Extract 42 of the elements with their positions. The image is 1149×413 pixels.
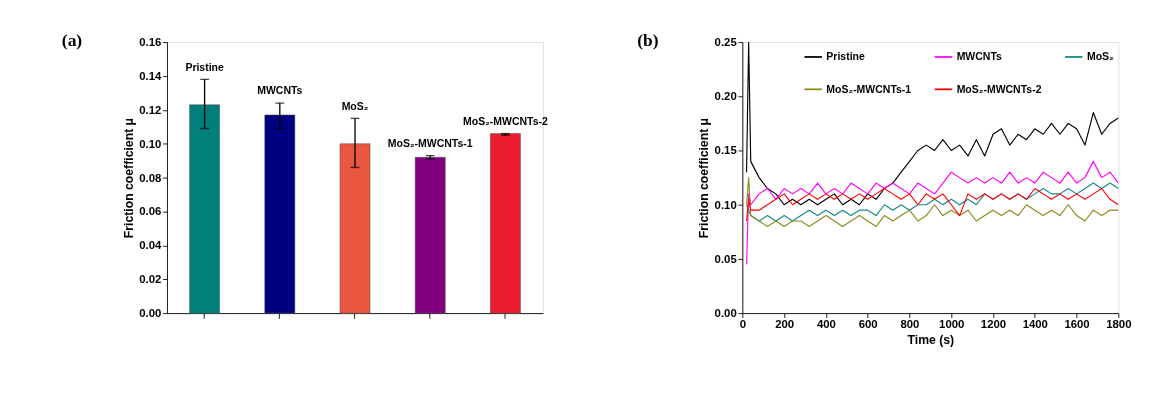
y-tick-label: 0.00: [139, 307, 162, 320]
bar: [490, 133, 521, 314]
y-tick-label: 0.08: [139, 171, 162, 184]
x-tick-label: 1400: [1022, 318, 1048, 331]
x-tick-label: 200: [775, 318, 795, 331]
y-tick-label: 0.06: [139, 205, 162, 218]
y-tick-label: 0.20: [714, 90, 737, 103]
y-tick-label: 0.02: [139, 273, 162, 286]
x-tick-label: 1000: [939, 318, 965, 331]
legend-label: MWCNTs: [956, 51, 1003, 63]
x-tick-label: 0: [739, 318, 746, 331]
y-tick-label: 0.04: [139, 239, 163, 252]
bar: [264, 114, 296, 314]
y-tick-label: 0.00: [714, 307, 737, 320]
line-series: [746, 42, 1119, 206]
bar: [414, 157, 446, 314]
y-tick-label: 0.14: [139, 69, 163, 82]
legend-label: MoS₂-MWCNTs-1: [826, 83, 912, 95]
x-tick-label: 1600: [1064, 318, 1090, 331]
legend-label: MoS₂-MWCNTs-2: [956, 83, 1042, 95]
chart-title: (a): [61, 29, 83, 50]
y-tick-label: 0.15: [714, 144, 737, 157]
x-tick-label: 800: [900, 318, 920, 331]
legend-label: MoS₂: [1086, 51, 1115, 63]
bar: [189, 104, 220, 314]
x-tick-label: 400: [816, 318, 836, 331]
x-tick-label: 1200: [980, 318, 1007, 331]
y-axis-title: Friction coefficient μ: [697, 117, 712, 239]
bar: [339, 143, 371, 314]
legend-label: Pristine: [826, 51, 865, 63]
line-series: [746, 160, 1119, 265]
y-tick-label: 0.12: [139, 103, 162, 116]
x-tick-label: 1800: [1106, 318, 1132, 331]
y-axis-title: Friction coefficient μ: [122, 117, 137, 239]
chart-title: (b): [637, 29, 659, 50]
y-tick-label: 0.16: [139, 36, 162, 49]
y-tick-label: 0.10: [139, 137, 162, 150]
y-tick-label: 0.25: [714, 36, 737, 49]
y-tick-label: 0.05: [714, 252, 737, 265]
x-axis-title: Time (s): [907, 333, 955, 348]
x-tick-label: 600: [858, 318, 878, 331]
y-tick-label: 0.10: [714, 198, 737, 211]
